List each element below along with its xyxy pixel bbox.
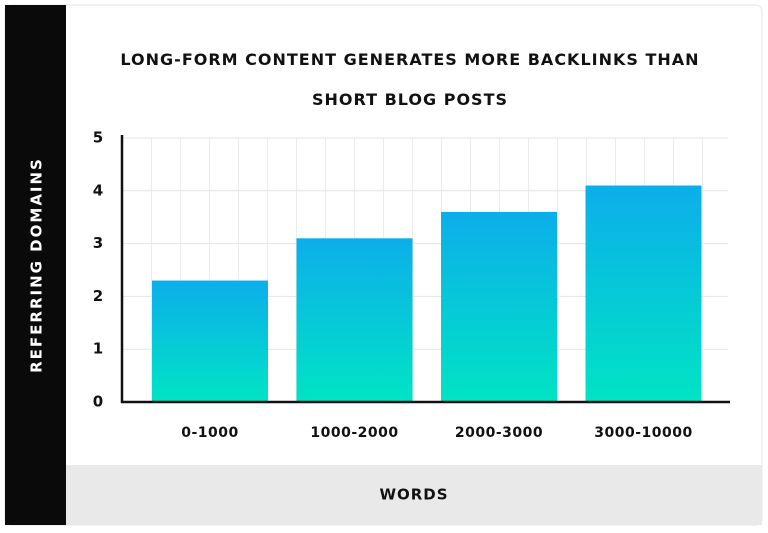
- y-tick-label: 1: [93, 340, 103, 358]
- x-label-band: [66, 465, 762, 525]
- x-tick-label: 0-1000: [181, 425, 239, 441]
- y-label-band: [5, 5, 66, 525]
- y-tick-label: 2: [93, 287, 103, 305]
- bar: [441, 211, 557, 402]
- y-tick-label: 5: [93, 129, 103, 147]
- x-tick-label: 1000-2000: [310, 425, 398, 441]
- x-tick-label: 3000-10000: [594, 425, 692, 441]
- y-tick-label: 4: [93, 181, 103, 199]
- y-tick-label: 0: [93, 393, 103, 411]
- chart-title: LONG-FORM CONTENT GENERATES MORE BACKLIN…: [120, 50, 700, 109]
- bars: [152, 185, 702, 402]
- x-tick-label: 2000-3000: [455, 425, 543, 441]
- y-tick-label: 3: [93, 234, 103, 252]
- bar: [585, 185, 702, 402]
- x-axis-label: WORDS: [379, 486, 448, 504]
- bar: [296, 238, 413, 402]
- y-axis-label: REFERRING DOMAINS: [28, 157, 46, 373]
- bar: [152, 280, 268, 402]
